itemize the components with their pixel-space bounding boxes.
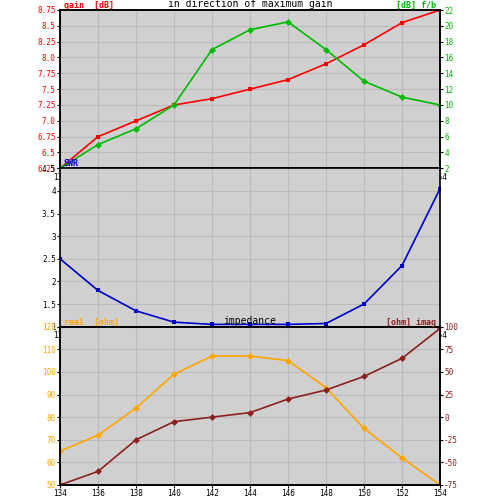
Text: [ohm] imag: [ohm] imag [386,318,436,326]
Text: gain  [dB]: gain [dB] [64,1,114,10]
Title: impedance: impedance [224,316,276,326]
Title: in direction of maximum gain: in direction of maximum gain [168,0,332,9]
Text: real  [ohm]: real [ohm] [64,318,119,326]
Text: [dB] f/b: [dB] f/b [396,1,436,10]
Text: SWR: SWR [64,160,79,168]
